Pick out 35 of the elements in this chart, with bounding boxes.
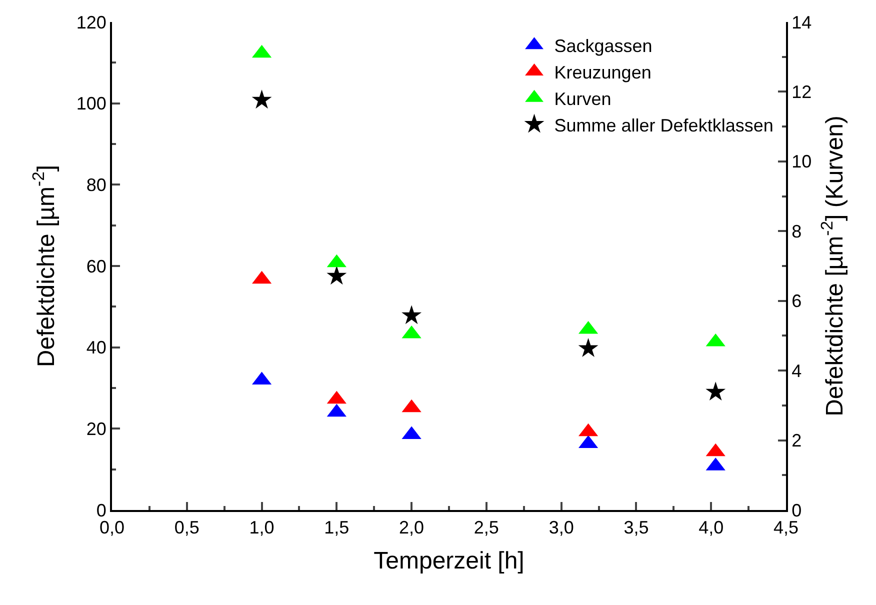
y-tick-label: 120: [76, 12, 106, 32]
y-tick-label: 60: [86, 256, 106, 276]
point: [326, 266, 347, 285]
legend-label: Kurven: [554, 88, 612, 109]
point: [578, 338, 598, 358]
y-tick-label: 40: [86, 338, 106, 358]
y2-tick-label: 12: [792, 82, 812, 102]
x-tick-label: 4,5: [773, 518, 799, 538]
y2-tick-label: 14: [792, 12, 812, 32]
y2-tick-label: 10: [792, 152, 812, 172]
x-tick-label: 1,0: [249, 518, 274, 538]
y-tick-label: 20: [86, 418, 106, 439]
point: [706, 382, 726, 401]
x-tick-label: 2,0: [399, 518, 424, 538]
point: [252, 90, 272, 109]
y2-tick-label: 2: [792, 430, 802, 451]
x-tick-label: 4,0: [698, 518, 724, 538]
y-tick-label: 0: [96, 500, 106, 520]
y-tick-label: 80: [86, 174, 106, 195]
y-tick-label: 100: [76, 94, 106, 114]
x-tick-label: 3,5: [624, 518, 649, 538]
x-tick-label: 1,5: [324, 518, 350, 538]
legend-label: Summe aller Defektklassen: [554, 115, 774, 136]
y2-tick-label: 6: [792, 291, 802, 312]
y2-tick-label: 0: [792, 500, 802, 520]
x-tick-label: 0,0: [99, 518, 125, 538]
legend-label: Sackgassen: [554, 36, 652, 56]
x-tick-label: 0,5: [174, 518, 200, 538]
y2-tick-label: 4: [792, 360, 802, 381]
legend-label: Kreuzungen: [554, 62, 652, 82]
x-axis-title: Temperzeit [h]: [374, 547, 524, 574]
x-tick-label: 2,5: [474, 518, 499, 538]
x-tick-label: 3,0: [548, 518, 574, 538]
point: [402, 305, 422, 324]
y2-tick-label: 8: [792, 221, 802, 242]
